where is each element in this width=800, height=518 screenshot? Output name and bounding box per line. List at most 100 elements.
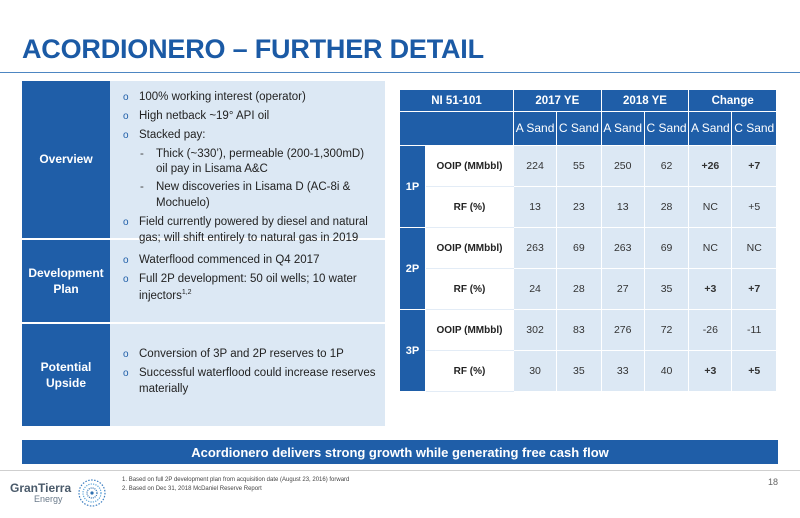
bullet: 100% working interest (operator)	[122, 90, 377, 106]
row-label: RF (%)	[425, 350, 514, 392]
row-label: RF (%)	[425, 268, 514, 310]
table-cell: 263	[512, 227, 558, 269]
table-row: RF (%) 24 28 27 35 +3 +7	[400, 268, 777, 310]
sub-bullet: New discoveries in Lisama D (AC-8i & Moc…	[122, 180, 377, 212]
table-cell: 250	[600, 145, 645, 187]
bullet: Successful waterflood could increase res…	[122, 366, 377, 398]
table-cell: 13	[600, 186, 645, 228]
development-heading: Development Plan	[22, 240, 110, 322]
table-cell: +5	[731, 350, 777, 392]
logo-line2: Energy	[34, 494, 63, 504]
table-cell: 69	[643, 227, 690, 269]
row-label: OOIP (MMbbl)	[425, 309, 514, 351]
table-cell: NC	[688, 186, 733, 228]
bullet: High netback ~19° API oil	[122, 109, 377, 125]
footer-divider	[0, 470, 800, 471]
table-cell: 28	[556, 268, 602, 310]
table-header-row: NI 51-101 2017 YE 2018 YE Change	[399, 89, 777, 112]
table-cell: 263	[600, 227, 645, 269]
summary-panel: Overview 100% working interest (operator…	[22, 81, 385, 428]
table-cell: +7	[731, 268, 777, 310]
header-standard: NI 51-101	[399, 89, 514, 112]
page-number: 18	[767, 477, 778, 487]
row-label: RF (%)	[425, 186, 514, 228]
table-cell: 24	[512, 268, 558, 310]
overview-heading: Overview	[22, 81, 110, 238]
table-cell: 276	[600, 309, 645, 351]
bullet: Conversion of 3P and 2P reserves to 1P	[122, 347, 377, 363]
table-row: 3P OOIP (MMbbl) 302 83 276 72 -26 -11	[399, 309, 777, 392]
table-cell: +3	[688, 268, 733, 310]
group-label-3p: 3P	[399, 309, 426, 392]
table-cell: NC	[688, 227, 733, 269]
upside-body: Conversion of 3P and 2P reserves to 1P S…	[110, 324, 385, 426]
globe-logo-icon	[78, 479, 106, 507]
subheader-cell: A Sand	[688, 111, 733, 146]
table-cell: 302	[512, 309, 558, 351]
bullet-text: Full 2P development: 50 oil wells; 10 wa…	[139, 272, 357, 302]
logo-wordmark: GranTierra Energy	[10, 482, 71, 504]
overview-section: Overview 100% working interest (operator…	[22, 81, 385, 244]
sub-bullet: Thick (~330’), permeable (200-1,300mD) o…	[122, 147, 377, 179]
bullet: Stacked pay:	[122, 128, 377, 144]
subheader-cell: A Sand	[512, 111, 558, 146]
table-cell: -11	[731, 309, 777, 351]
table-cell: 62	[643, 145, 690, 187]
table-cell: 69	[556, 227, 602, 269]
table-row: RF (%) 13 23 13 28 NC +5	[400, 186, 777, 228]
row-label: OOIP (MMbbl)	[425, 145, 514, 187]
table-cell: 83	[556, 309, 602, 351]
table-cell: +3	[688, 350, 733, 392]
group-label-2p: 2P	[399, 227, 426, 310]
header-2017: 2017 YE	[513, 89, 602, 112]
table-cell: 35	[556, 350, 602, 392]
table-cell: 224	[512, 145, 558, 187]
table-row: RF (%) 30 35 33 40 +3 +5	[400, 350, 777, 392]
subheader-cell: C Sand	[643, 111, 690, 146]
footnote-ref: 1,2	[181, 288, 192, 296]
table-cell: 27	[600, 268, 645, 310]
footnote-text: Based on Dec 31, 2018 McDaniel Reserve R…	[128, 486, 262, 492]
row-label: OOIP (MMbbl)	[425, 227, 514, 269]
table-cell: +5	[731, 186, 777, 228]
footnotes: 1. Based on full 2P development plan fro…	[122, 476, 349, 494]
development-body: Waterflood commenced in Q4 2017 Full 2P …	[110, 240, 385, 322]
table-cell: -26	[688, 309, 733, 351]
bullet: Waterflood commenced in Q4 2017	[122, 253, 377, 269]
footnote-1: 1. Based on full 2P development plan fro…	[122, 476, 349, 485]
table-cell: 35	[643, 268, 690, 310]
table-cell: 13	[512, 186, 558, 228]
subheader-blank	[399, 111, 514, 146]
table-row: 1P OOIP (MMbbl) 224 55 250 62 +26 +7	[399, 145, 777, 228]
table-cell: 30	[512, 350, 558, 392]
table-subheader-row: A Sand C Sand A Sand C Sand A Sand C San…	[399, 111, 777, 146]
overview-body: 100% working interest (operator) High ne…	[110, 81, 385, 244]
table-row: 2P OOIP (MMbbl) 263 69 263 69 NC NC	[399, 227, 777, 310]
table-cell: 33	[600, 350, 645, 392]
upside-heading: Potential Upside	[22, 324, 110, 426]
footnote-text: Based on full 2P development plan from a…	[128, 477, 350, 483]
key-message-banner: Acordionero delivers strong growth while…	[22, 440, 778, 464]
table-cell: +7	[731, 145, 777, 187]
reserves-table: NI 51-101 2017 YE 2018 YE Change A Sand …	[399, 89, 777, 392]
company-logo: GranTierra Energy	[10, 478, 107, 508]
logo-line1: GranTierra	[10, 481, 72, 495]
footnote-2: 2. Based on Dec 31, 2018 McDaniel Reserv…	[122, 485, 349, 494]
table-cell: 40	[643, 350, 690, 392]
table-cell: +26	[688, 145, 733, 187]
header-change: Change	[688, 89, 777, 112]
subheader-cell: C Sand	[731, 111, 777, 146]
group-label-1p: 1P	[399, 145, 426, 228]
bullet: Field currently powered by diesel and na…	[122, 215, 377, 247]
page-title: ACORDIONERO – FURTHER DETAIL	[22, 34, 484, 64]
title-divider	[0, 72, 800, 73]
development-section: Development Plan Waterflood commenced in…	[22, 240, 385, 324]
footnote-mark: 2.	[122, 486, 128, 492]
table-cell: NC	[731, 227, 777, 269]
subheader-cell: C Sand	[556, 111, 602, 146]
table-cell: 28	[643, 186, 690, 228]
table-cell: 23	[556, 186, 602, 228]
table-cell: 72	[643, 309, 690, 351]
header-2018: 2018 YE	[600, 89, 690, 112]
bullet: Full 2P development: 50 oil wells; 10 wa…	[122, 272, 377, 305]
